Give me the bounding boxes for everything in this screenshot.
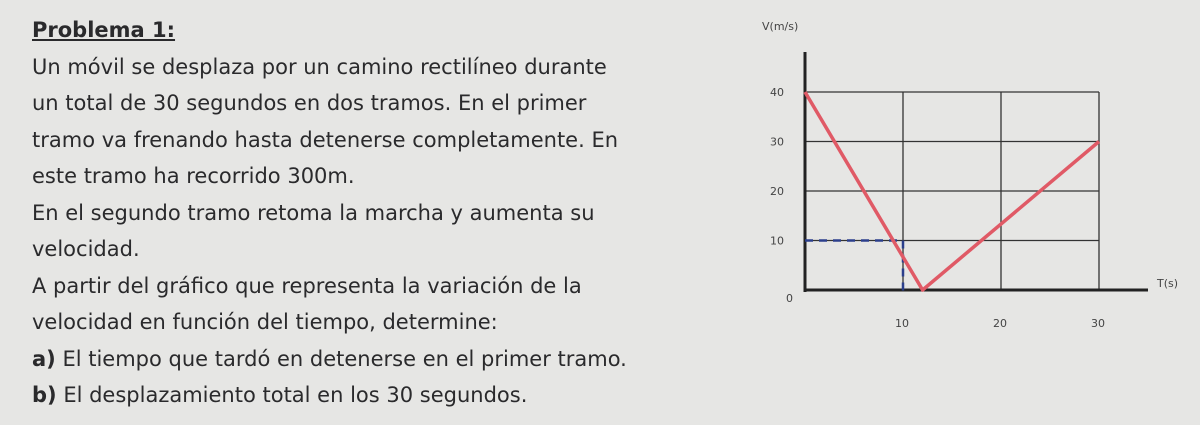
problem-line: A partir del gráfico que representa la v… [32, 273, 582, 298]
question-b: b) El desplazamiento total en los 30 seg… [32, 377, 752, 414]
problem-line: un total de 30 segundos en dos tramos. E… [32, 91, 587, 115]
problem-text: Problema 1: Un móvil se desplaza por un … [32, 12, 752, 414]
problem-line: este tramo ha recorrido 300m. [32, 164, 355, 188]
problem-line: velocidad. [32, 237, 140, 261]
problem-line: velocidad en función del tiempo, determi… [32, 310, 498, 334]
x-tick-label: 30 [1091, 317, 1105, 330]
x-axis-label: T(s) [1156, 277, 1178, 290]
y-tick-label: 10 [770, 235, 784, 248]
question-text: El tiempo que tardó en detenerse en el p… [55, 346, 627, 371]
problem-title: Problema 1: [32, 18, 176, 42]
velocity-line [803, 91, 1101, 292]
x-tick-label: 20 [993, 317, 1007, 330]
problem-line: En el segundo tramo retoma la marcha y a… [32, 200, 595, 225]
x-tick-label: 10 [895, 317, 909, 330]
guide-dashed-line [805, 239, 905, 293]
y-axis-label: V(m/s) [762, 20, 798, 33]
question-a: a) El tiempo que tardó en detenerse en e… [32, 341, 752, 378]
y-tick-label: 20 [770, 185, 784, 198]
question-label: b) [32, 383, 57, 407]
question-label: a) [32, 346, 56, 371]
question-text: El desplazamiento total en los 30 segund… [56, 383, 528, 407]
problem-line: tramo va frenando hasta detenerse comple… [32, 127, 619, 152]
y-tick-label: 30 [770, 136, 784, 149]
y-tick-label: 0 [786, 292, 793, 305]
y-tick-label: 40 [770, 86, 784, 99]
problem-line: Un móvil se desplaza por un camino recti… [32, 54, 607, 79]
